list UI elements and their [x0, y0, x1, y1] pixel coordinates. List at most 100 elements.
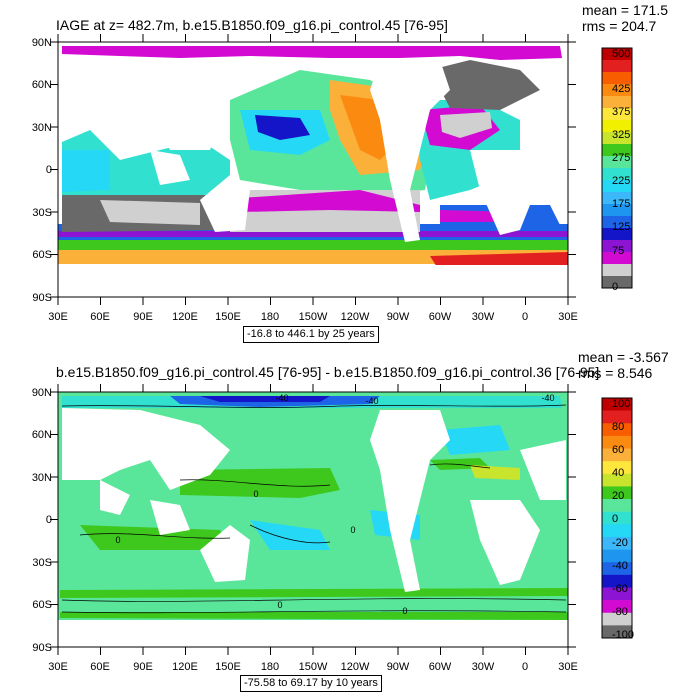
panel1-lat-label: 60N: [32, 79, 52, 91]
panel1-lon-label: 60W: [429, 311, 452, 323]
panel1-colorbar-swatch: [602, 72, 632, 85]
panel1-lon-label: 150W: [299, 311, 328, 323]
panel1-lon-label: 30W: [472, 311, 495, 323]
panel1-colorbar-swatch: [602, 192, 632, 205]
panel2-colorbar-swatch: [602, 612, 632, 626]
panel2-mean: mean = -3.567: [578, 349, 669, 365]
panel2-colorbar-swatch: [602, 423, 632, 437]
panel1-colorbar-swatch: [602, 204, 632, 217]
panel2-colorbar-label: -40: [612, 560, 628, 572]
panel2-colorbar-swatch: [602, 398, 632, 411]
panel2-colorbar-label: -100: [612, 629, 634, 641]
panel1-map: 90N 60N 30N 0 30S 60S 90S 30E 60E 90E 12…: [32, 34, 633, 323]
panel1-colorbar-swatch: [602, 120, 632, 133]
panel2-colorbar-swatch: [602, 587, 632, 601]
panel1-lat-label: 30S: [32, 207, 52, 219]
panel2-colorbar-swatch: [602, 574, 632, 588]
panel2-colorbar-swatch: [602, 625, 632, 639]
panel2-colorbar-label: -20: [612, 537, 628, 549]
panel1-range-box: -16.8 to 446.1 by 25 years: [243, 326, 379, 343]
panel2-map: -40 -40 -40 0 0 0 0 0 90N 60N 30N 0 30S …: [32, 384, 634, 673]
panel2-colorbar-swatch: [602, 549, 632, 563]
panel2-lat-label: 60N: [32, 429, 52, 441]
panel2-lat-label: 30N: [32, 472, 52, 484]
panel2-lon-label: 60W: [429, 661, 452, 673]
panel2-colorbar-label: -80: [612, 606, 628, 618]
panel2-colorbar-swatch: [602, 511, 632, 525]
panel1-lon-label: 180: [261, 311, 279, 323]
panel2-colorbar-label: 0: [612, 513, 618, 525]
panel1-lon-label: 120E: [172, 311, 198, 323]
panel2-colorbar-frame: [601, 397, 633, 639]
panel1-lon-label: 60E: [90, 311, 110, 323]
panel2-lon-label: 0: [522, 661, 528, 673]
panel1-lon-label: 120W: [341, 311, 370, 323]
panel2-colorbar: [601, 397, 633, 639]
panel1-colorbar-label: 325: [612, 129, 630, 141]
panel2-range-box: -75.58 to 69.17 by 10 years: [240, 675, 382, 692]
panel1-lon-label: 30E: [48, 311, 68, 323]
panel1-colorbar-frame: [601, 47, 633, 289]
panel1-colorbar-swatch: [602, 228, 632, 241]
panel1-lat-label: 60S: [32, 249, 52, 261]
panel2-lat-label: 0: [46, 514, 52, 526]
panel1-colorbar-swatch: [602, 276, 632, 289]
panel1-colorbar-label: 75: [612, 245, 624, 257]
panel1-colorbar: [601, 47, 633, 289]
panel1-lat-label: 90N: [32, 37, 52, 49]
panel2-contour-label: 0: [253, 489, 258, 499]
panel1-colorbar-swatch: [602, 132, 632, 145]
panel2-lon-label: 150W: [299, 661, 328, 673]
panel1-rms: rms = 204.7: [582, 18, 657, 34]
panel2-lon-label: 120E: [172, 661, 198, 673]
panel1-colorbar-swatch: [602, 108, 632, 121]
panel1-colorbar-swatch: [602, 264, 632, 277]
panel2-colorbar-swatch: [602, 524, 632, 538]
panel2-colorbar-swatch: [602, 499, 632, 512]
panel1-colorbar-swatch: [602, 48, 632, 61]
panel2-lon-label: 90W: [387, 661, 410, 673]
panel1-colorbar-swatch: [602, 180, 632, 193]
panel1-lon-label: 90E: [133, 311, 153, 323]
panel2-title: b.e15.B1850.f09_g16.pi_control.45 [76-95…: [56, 364, 600, 380]
panel2-colorbar-swatch: [602, 486, 632, 500]
panel2-lon-label: 150E: [215, 661, 241, 673]
panel2-colorbar-label: 40: [612, 467, 624, 479]
panel1-colorbar-swatch: [602, 252, 632, 265]
panel2-lon-label: 90E: [133, 661, 153, 673]
panel2-contour-label: -40: [365, 396, 378, 406]
panel2-lat-label: 90S: [32, 642, 52, 654]
panel1-lat-label: 30N: [32, 122, 52, 134]
panel2-lon-label: 30W: [472, 661, 495, 673]
panel1-mean: mean = 171.5: [582, 2, 669, 18]
panel2-colorbar-swatch: [602, 410, 632, 424]
panel2-lat-label: 60S: [32, 599, 52, 611]
panel2-lon-label: 60E: [90, 661, 110, 673]
panel1-colorbar-swatch: [602, 168, 632, 181]
panel1-colorbar-swatch: [602, 216, 632, 229]
panel2-colorbar-swatch: [602, 473, 632, 487]
panel2-contour-label: -40: [541, 393, 554, 403]
panel1-colorbar-swatch: [602, 84, 632, 97]
panel1-colorbar-swatch: [602, 240, 632, 253]
panel2-colorbar-swatch: [602, 600, 632, 614]
panel1-colorbar-swatch: [602, 156, 632, 169]
panel2-contour-label: 0: [115, 535, 120, 545]
panel1-lon-label: 150E: [215, 311, 241, 323]
panel1-colorbar-label: 175: [612, 198, 630, 210]
panel2-rms: rms = 8.546: [578, 365, 653, 381]
panel2-colorbar-label: 20: [612, 490, 624, 502]
panel2-lon-label: 180: [261, 661, 279, 673]
panel2-colorbar-swatch: [602, 461, 632, 475]
panel1-lat-label: 90S: [32, 292, 52, 304]
panel2-lon-label: 120W: [341, 661, 370, 673]
panel2-lon-label: 30E: [48, 661, 68, 673]
panel2-colorbar-swatch: [602, 536, 632, 550]
panel1-colorbar-swatch: [602, 60, 632, 73]
panel1-colorbar-label: 500: [612, 48, 630, 60]
panel2-contour-label: 0: [277, 600, 282, 610]
panel2-colorbar-label: 60: [612, 444, 624, 456]
panel2-colorbar-label: 100: [612, 398, 630, 410]
panel2-colorbar-swatch: [602, 562, 632, 576]
panel2-lon-label: 30E: [558, 661, 578, 673]
